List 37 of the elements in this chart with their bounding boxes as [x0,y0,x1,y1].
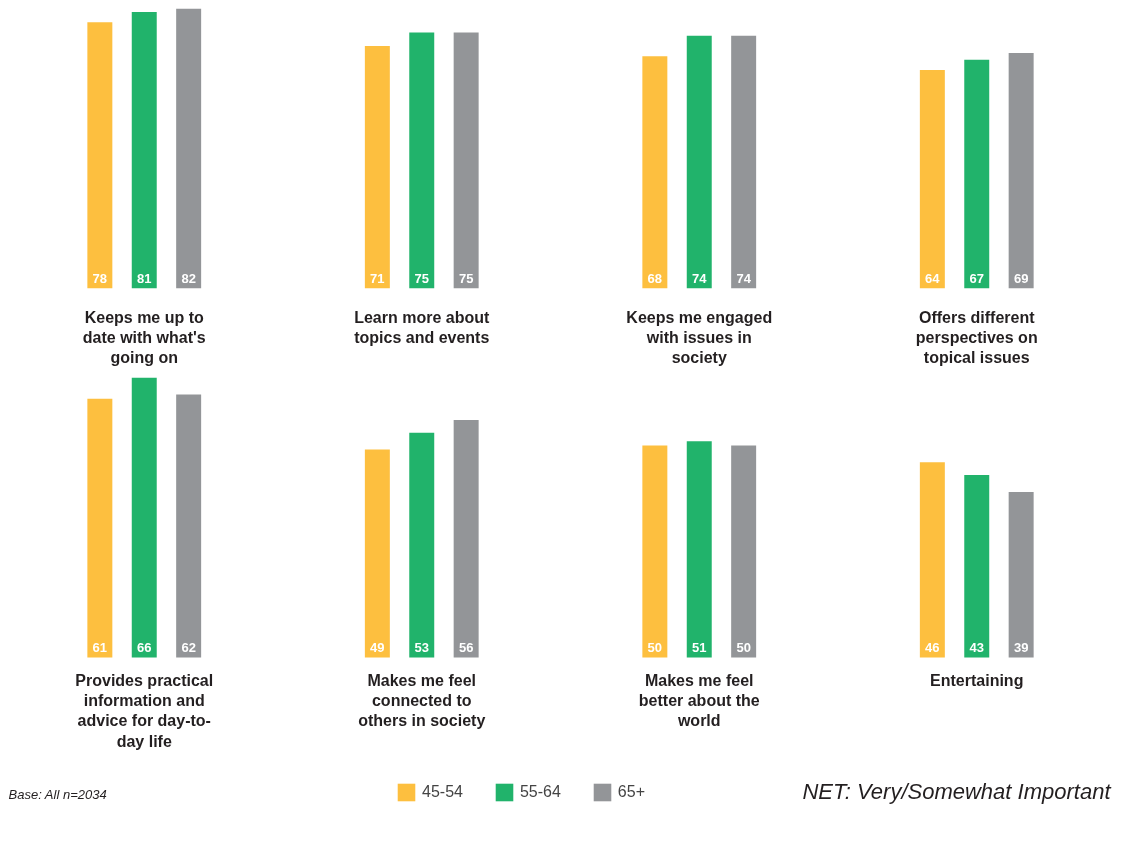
data-label: 49 [370,639,385,655]
data-label: 74 [736,270,752,286]
data-label: 53 [414,639,429,655]
text: NET: Very/Somewhat Important [802,778,1112,804]
x-tick-label: Learn more about topics and events [354,308,490,346]
data-label: 82 [181,270,196,286]
data-label: 75 [458,270,474,286]
data-label: 51 [692,639,707,655]
data-label: 62 [181,639,196,655]
text: Base: All n=2034 [8,786,107,802]
x-tick-label: Makes me feel connected to others in society [358,671,486,730]
x-tick-label: Makes me feel better about the world [638,671,760,730]
legend-label: 65+ [617,783,645,801]
data-label: 81 [137,270,152,286]
data-label: 39 [1013,639,1029,655]
data-label: 66 [137,639,152,655]
data-label: 43 [969,639,984,655]
data-label: 61 [92,639,108,655]
x-tick-label: Offers different perspectives on topical issues [915,308,1038,367]
legend-label: 55-64 [519,783,561,801]
data-label: 64 [925,270,941,286]
data-label: 46 [925,639,940,655]
data-label: 68 [647,270,663,286]
x-tick-label: Provides practical information and advice for day-to-day life [75,671,214,750]
x-tick-label: Entertaining [930,671,1024,689]
data-label: 74 [692,270,708,286]
data-label: 50 [736,639,751,655]
x-tick-label: Keeps me engaged with issues in society [626,308,773,367]
data-label: 69 [1013,270,1029,286]
data-label: 78 [92,270,108,286]
data-label: 75 [414,270,429,286]
data-label: 67 [969,270,984,286]
legend-label: 45-54 [422,783,463,801]
x-tick-label: Keeps me up to date with what's going on [82,308,206,367]
data-label: 56 [458,639,474,655]
data-label: 50 [647,639,663,655]
data-label: 71 [370,270,385,286]
